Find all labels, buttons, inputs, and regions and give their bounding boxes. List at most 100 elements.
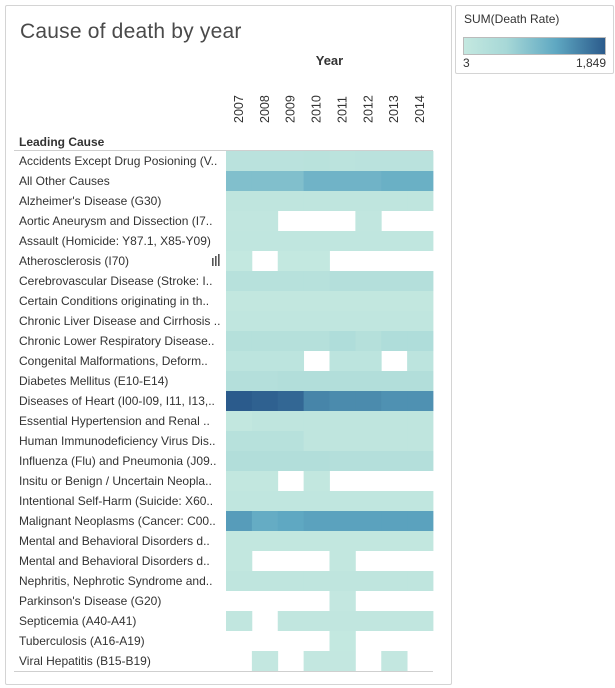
row-label[interactable]: Tuberculosis (A16-A19) (19, 634, 145, 648)
heatmap-cell[interactable]: Accidents Except Drug Posioning (V.. 201… (303, 151, 330, 171)
heatmap-cell[interactable]: Diseases of Heart (I00-I09, I11, I13,.. … (329, 391, 356, 411)
heatmap-cell[interactable]: Malignant Neoplasms (Cancer: C00.. 2009:… (277, 511, 305, 531)
heatmap-cell[interactable]: Influenza (Flu) and Pneumonia (J09.. 201… (329, 451, 356, 471)
heatmap-cell[interactable]: Essential Hypertension and Renal .. 2012… (355, 411, 382, 431)
heatmap-cell[interactable]: All Other Causes 2009: 900 (277, 171, 305, 191)
row-label[interactable]: Mental and Behavioral Disorders d.. (19, 554, 210, 568)
row-label[interactable]: Mental and Behavioral Disorders d.. (19, 534, 210, 548)
heatmap-cell[interactable]: Nephritis, Nephrotic Syndrome and.. 2011… (329, 571, 356, 591)
heatmap-cell[interactable]: Human Immunodeficiency Virus Dis.. 2007:… (226, 431, 253, 451)
heatmap-cell[interactable]: Septicemia (A40-A41) 2013: 60 (381, 611, 408, 631)
heatmap-cell[interactable]: Diabetes Mellitus (E10-E14) 2010: 350 (303, 371, 330, 391)
year-label-2014[interactable]: 2014 (413, 95, 427, 123)
heatmap-cell[interactable]: Intentional Self-Harm (Suicide: X60.. 20… (407, 491, 434, 511)
row-label[interactable]: Septicemia (A40-A41) (19, 614, 136, 628)
heatmap-cell[interactable]: Alzheimer's Disease (G30) 2013: 100 (381, 191, 408, 211)
heatmap-cell[interactable]: Chronic Liver Disease and Cirrhosis .. 2… (381, 311, 408, 331)
row-label[interactable]: Cerebrovascular Disease (Stroke: I.. (19, 274, 212, 288)
heatmap-cell[interactable]: Congenital Malformations, Deform.. 2008:… (251, 351, 279, 371)
row-label[interactable]: Certain Conditions originating in th.. (19, 294, 209, 308)
row-label[interactable]: Intentional Self-Harm (Suicide: X60.. (19, 494, 213, 508)
heatmap-cell[interactable]: Assault (Homicide: Y87.1, X85-Y09) 2007:… (226, 231, 253, 251)
heatmap-cell[interactable]: Nephritis, Nephrotic Syndrome and.. 2008… (251, 571, 279, 591)
heatmap-cell[interactable]: Certain Conditions originating in th.. 2… (303, 291, 330, 311)
heatmap-cell[interactable]: Chronic Liver Disease and Cirrhosis .. 2… (226, 311, 253, 331)
heatmap-cell[interactable]: Influenza (Flu) and Pneumonia (J09.. 201… (407, 451, 434, 471)
heatmap-cell[interactable]: Influenza (Flu) and Pneumonia (J09.. 201… (303, 451, 330, 471)
heatmap-cell[interactable]: Malignant Neoplasms (Cancer: C00.. 2012:… (355, 511, 382, 531)
year-label-2010[interactable]: 2010 (310, 95, 324, 123)
heatmap-cell[interactable]: Cerebrovascular Disease (Stroke: I.. 200… (251, 271, 279, 291)
row-label[interactable]: Diabetes Mellitus (E10-E14) (19, 374, 168, 388)
row-label[interactable]: Accidents Except Drug Posioning (V.. (19, 154, 217, 168)
heatmap-cell[interactable]: Human Immunodeficiency Virus Dis.. 2008:… (251, 431, 279, 451)
heatmap-cell[interactable]: Septicemia (A40-A41) 2014: 60 (407, 611, 434, 631)
heatmap-cell[interactable]: Chronic Lower Respiratory Disease.. 2013… (381, 331, 408, 351)
heatmap-cell[interactable]: All Other Causes 2007: 900 (226, 171, 253, 191)
heatmap-cell[interactable]: Septicemia (A40-A41) 2011: 60 (329, 611, 356, 631)
heatmap-cell[interactable]: Essential Hypertension and Renal .. 2014… (407, 411, 434, 431)
heatmap-cell[interactable]: Accidents Except Drug Posioning (V.. 201… (329, 151, 356, 171)
heatmap-cell[interactable]: Human Immunodeficiency Virus Dis.. 2013:… (381, 431, 408, 451)
heatmap-cell[interactable]: Nephritis, Nephrotic Syndrome and.. 2009… (277, 571, 305, 591)
heatmap-cell[interactable]: Human Immunodeficiency Virus Dis.. 2011:… (329, 431, 356, 451)
row-label[interactable]: Parkinson's Disease (G20) (19, 594, 161, 608)
heatmap-cell[interactable]: Nephritis, Nephrotic Syndrome and.. 2014… (407, 571, 434, 591)
heatmap-cell[interactable]: Viral Hepatitis (B15-B19) 2008: 30 (251, 651, 279, 671)
heatmap-cell[interactable]: Diseases of Heart (I00-I09, I11, I13,.. … (407, 391, 434, 411)
heatmap-cell[interactable]: Congenital Malformations, Deform.. 2012:… (355, 351, 382, 371)
heatmap-cell[interactable]: Chronic Liver Disease and Cirrhosis .. 2… (355, 311, 382, 331)
row-label[interactable]: Chronic Liver Disease and Cirrhosis .. (19, 314, 220, 328)
heatmap-cell[interactable]: Alzheimer's Disease (G30) 2009: 100 (277, 191, 305, 211)
heatmap-cell[interactable]: Essential Hypertension and Renal .. 2013… (381, 411, 408, 431)
heatmap-cell[interactable]: Intentional Self-Harm (Suicide: X60.. 20… (329, 491, 356, 511)
heatmap-cell[interactable]: Alzheimer's Disease (G30) 2012: 100 (355, 191, 382, 211)
row-label[interactable]: Atherosclerosis (I70) (19, 254, 129, 268)
heatmap-cell[interactable]: Septicemia (A40-A41) 2012: 60 (355, 611, 382, 631)
heatmap-cell[interactable]: Diseases of Heart (I00-I09, I11, I13,.. … (277, 391, 305, 411)
heatmap-cell[interactable]: Mental and Behavioral Disorders d.. 2013… (381, 531, 408, 551)
heatmap-cell[interactable]: Chronic Lower Respiratory Disease.. 2012… (355, 331, 382, 351)
heatmap-cell[interactable]: Intentional Self-Harm (Suicide: X60.. 20… (303, 491, 330, 511)
heatmap-cell[interactable]: Essential Hypertension and Renal .. 2007… (226, 411, 253, 431)
row-label[interactable]: Malignant Neoplasms (Cancer: C00.. (19, 514, 216, 528)
heatmap-cell[interactable]: Viral Hepatitis (B15-B19) 2010: 30 (303, 651, 330, 671)
heatmap-cell[interactable]: Chronic Lower Respiratory Disease.. 2008… (251, 331, 279, 351)
heatmap-cell[interactable]: Diabetes Mellitus (E10-E14) 2011: 350 (329, 371, 356, 391)
heatmap-cell[interactable]: Chronic Liver Disease and Cirrhosis .. 2… (303, 311, 330, 331)
heatmap-cell[interactable]: Nephritis, Nephrotic Syndrome and.. 2012… (355, 571, 382, 591)
heatmap-cell[interactable]: Alzheimer's Disease (G30) 2008: 100 (251, 191, 279, 211)
heatmap-cell[interactable]: Malignant Neoplasms (Cancer: C00.. 2007:… (226, 511, 253, 531)
heatmap-cell[interactable]: Diseases of Heart (I00-I09, I11, I13,.. … (355, 391, 382, 411)
heatmap-cell[interactable]: Mental and Behavioral Disorders d.. 2011… (329, 531, 356, 551)
heatmap-cell[interactable]: Congenital Malformations, Deform.. 2007:… (226, 351, 253, 371)
heatmap-cell[interactable]: Mental and Behavioral Disorders d.. 2007… (226, 531, 253, 551)
heatmap-cell[interactable]: Human Immunodeficiency Virus Dis.. 2012:… (355, 431, 382, 451)
heatmap-cell[interactable]: Cerebrovascular Disease (Stroke: I.. 201… (329, 271, 356, 291)
mark-indicator-icon[interactable] (212, 254, 220, 266)
heatmap-cell[interactable]: Cerebrovascular Disease (Stroke: I.. 201… (407, 271, 434, 291)
heatmap-cell[interactable]: Diseases of Heart (I00-I09, I11, I13,.. … (381, 391, 408, 411)
heatmap-cell[interactable]: Atherosclerosis (I70) 2009: 20 (277, 251, 305, 271)
heatmap-cell[interactable]: Accidents Except Drug Posioning (V.. 200… (226, 151, 253, 171)
heatmap-cell[interactable]: Essential Hypertension and Renal .. 2010… (303, 411, 330, 431)
row-label[interactable]: Influenza (Flu) and Pneumonia (J09.. (19, 454, 216, 468)
heatmap-cell[interactable]: Influenza (Flu) and Pneumonia (J09.. 200… (251, 451, 279, 471)
row-label[interactable]: Assault (Homicide: Y87.1, X85-Y09) (19, 234, 211, 248)
heatmap-cell[interactable]: Intentional Self-Harm (Suicide: X60.. 20… (381, 491, 408, 511)
heatmap-cell[interactable]: Insitu or Benign / Uncertain Neopla.. 20… (303, 471, 330, 491)
heatmap-cell[interactable]: Influenza (Flu) and Pneumonia (J09.. 201… (381, 451, 408, 471)
heatmap-cell[interactable]: Chronic Lower Respiratory Disease.. 2014… (407, 331, 434, 351)
heatmap-cell[interactable]: Human Immunodeficiency Virus Dis.. 2009:… (277, 431, 305, 451)
heatmap-cell[interactable]: Essential Hypertension and Renal .. 2011… (329, 411, 356, 431)
heatmap-cell[interactable]: All Other Causes 2013: 1100 (381, 171, 408, 191)
heatmap-cell[interactable]: Diseases of Heart (I00-I09, I11, I13,.. … (251, 391, 279, 411)
heatmap-cell[interactable]: Insitu or Benign / Uncertain Neopla.. 20… (251, 471, 279, 491)
heatmap-cell[interactable]: Influenza (Flu) and Pneumonia (J09.. 200… (226, 451, 253, 471)
heatmap-cell[interactable]: Essential Hypertension and Renal .. 2008… (251, 411, 279, 431)
heatmap-cell[interactable]: Influenza (Flu) and Pneumonia (J09.. 200… (277, 451, 305, 471)
heatmap-cell[interactable]: Malignant Neoplasms (Cancer: C00.. 2011:… (329, 511, 356, 531)
heatmap-cell[interactable]: Malignant Neoplasms (Cancer: C00.. 2008:… (251, 511, 279, 531)
heatmap-cell[interactable]: Intentional Self-Harm (Suicide: X60.. 20… (355, 491, 382, 511)
heatmap-cell[interactable]: Nephritis, Nephrotic Syndrome and.. 2007… (226, 571, 253, 591)
